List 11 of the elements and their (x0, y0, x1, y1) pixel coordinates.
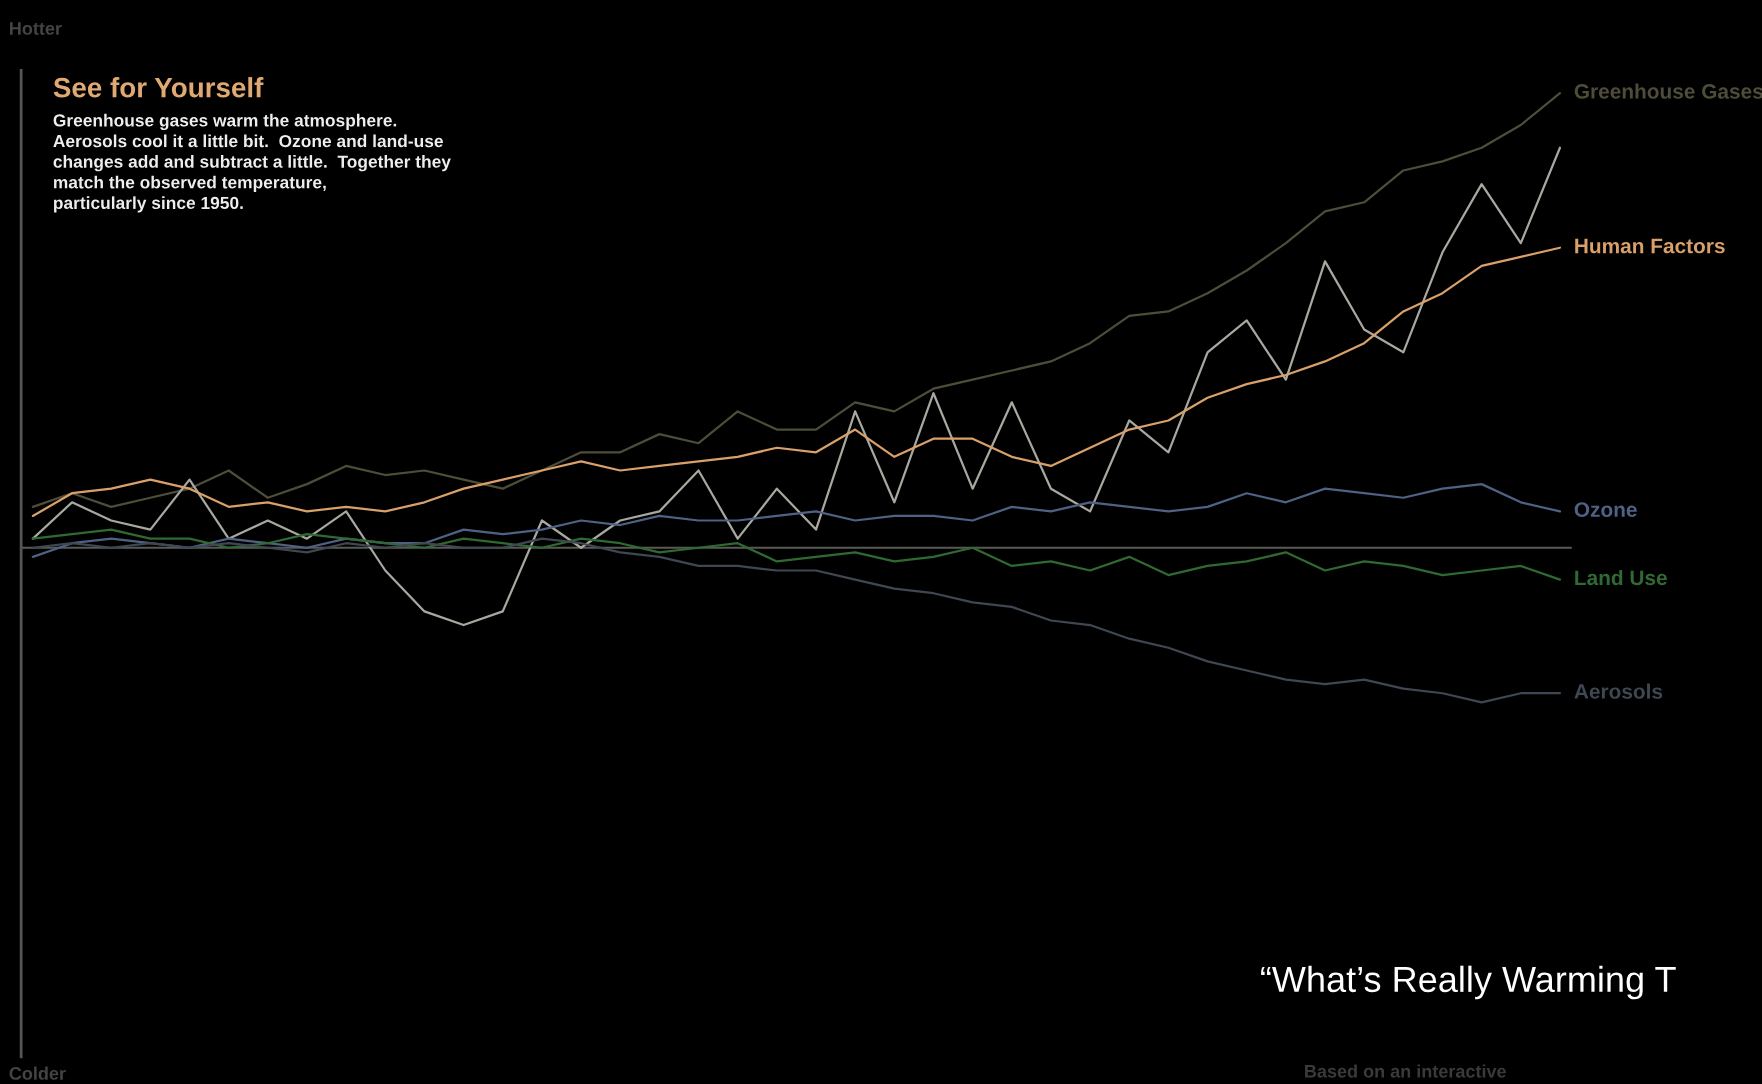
series-label: Land Use (1575, 569, 1667, 586)
text: Colder (9, 1066, 66, 1080)
chart-title: See for Yourself (53, 77, 264, 98)
text: Based on an interactive (1305, 1064, 1506, 1078)
series-label: Aerosols (1574, 683, 1663, 699)
series-label: Human Factors (1575, 238, 1725, 254)
series-label: Greenhouse Gases (1574, 83, 1762, 99)
text: “What’s Really Warming T (1261, 965, 1676, 1000)
series-label: Ozone (1574, 502, 1637, 517)
text: Greenhouse gases warm the atmosphere. Aerosols cool it a little bit. Ozone and land-use changes add and subtract a little. Together they match the observed temperature, particularly since 1950. (53, 113, 451, 213)
text: Hotter (10, 22, 62, 35)
